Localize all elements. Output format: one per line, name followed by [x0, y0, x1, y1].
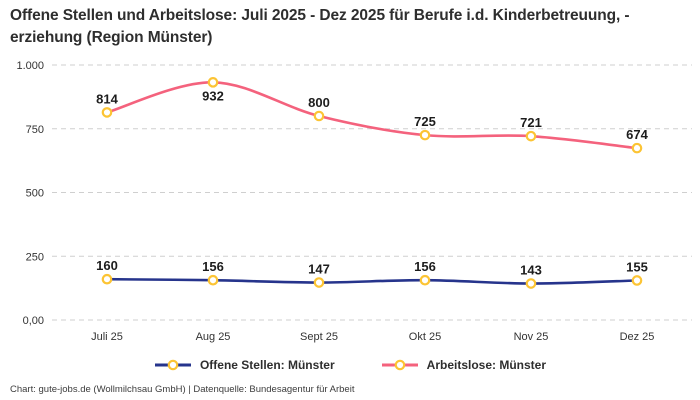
y-tick-label: 250: [26, 251, 44, 263]
data-point-marker[interactable]: [631, 142, 643, 154]
data-point-marker[interactable]: [101, 107, 113, 118]
data-label: 147: [308, 262, 330, 277]
chart-footer: Chart: gute-jobs.de (Wollmilchsau GmbH) …: [10, 384, 355, 395]
x-tick-label: Juli 25: [91, 331, 123, 343]
data-point-marker[interactable]: [313, 110, 325, 122]
legend-label: Offene Stellen: Münster: [199, 358, 335, 372]
data-label: 932: [202, 88, 224, 103]
data-label: 800: [308, 95, 330, 110]
legend-swatch-icon: [381, 359, 418, 371]
data-label: 160: [96, 258, 118, 273]
data-point-marker[interactable]: [313, 277, 325, 288]
data-point-marker[interactable]: [101, 273, 113, 285]
x-tick-label: Dez 25: [620, 331, 655, 343]
data-point-marker[interactable]: [419, 129, 431, 141]
data-label: 814: [96, 91, 118, 106]
legend-swatch-icon: [154, 359, 191, 371]
data-point-marker[interactable]: [419, 274, 431, 286]
x-tick-label: Sept 25: [300, 331, 338, 343]
y-tick-label: 500: [26, 188, 44, 200]
data-label: 674: [626, 127, 648, 142]
chart-plot: 0,00 250 500 750 1.000 Juli 25 Aug 25 Sept 25 Ok…: [16, 60, 692, 343]
y-tick-label: 750: [26, 124, 44, 136]
data-point-marker[interactable]: [207, 274, 219, 286]
legend-label: Arbeitslose: Münster: [426, 358, 547, 372]
chart-legend: Offene Stellen: Münster Arbeitslose: Müns…: [0, 358, 700, 372]
y-tick-label: 1.000: [16, 60, 44, 72]
data-label: 725: [414, 114, 436, 129]
data-label: 721: [520, 115, 542, 130]
series-line-offene-stellen-münster: [105, 277, 639, 285]
series-line-arbeitslose-münster: [105, 81, 639, 150]
data-label: 156: [202, 259, 224, 274]
y-tick-label: 0,00: [23, 315, 44, 327]
legend-item-arbeitslose-münster[interactable]: Arbeitslose: Münster: [381, 358, 546, 372]
legend-item-offene-stellen-münster[interactable]: Offene Stellen: Münster: [154, 358, 335, 372]
data-point-marker[interactable]: [631, 275, 643, 286]
x-tick-label: Okt 25: [409, 331, 441, 343]
data-label: 156: [414, 259, 436, 274]
data-point-marker[interactable]: [525, 278, 537, 289]
chart-title: Offene Stellen und Arbeitslose: Juli 202…: [10, 7, 630, 46]
data-point-marker[interactable]: [207, 77, 219, 88]
data-label: 155: [626, 259, 648, 274]
x-tick-label: Aug 25: [196, 331, 231, 343]
data-label: 143: [520, 263, 542, 278]
x-tick-label: Nov 25: [514, 331, 549, 343]
data-point-marker[interactable]: [525, 130, 537, 142]
